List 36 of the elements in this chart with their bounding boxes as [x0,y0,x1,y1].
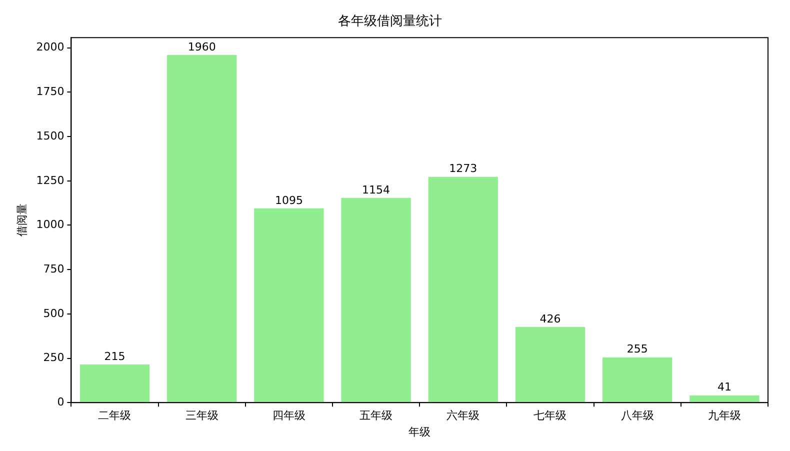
y-tick-label: 1000 [36,218,64,232]
x-tick-label: 八年级 [620,409,654,422]
y-tick-label: 500 [43,306,64,320]
x-tick-label: 四年级 [272,409,306,422]
y-tick-label: 2000 [36,40,64,54]
x-axis-title: 年级 [408,425,431,438]
bar [341,198,411,402]
x-tick-label: 七年级 [534,409,567,422]
data-label: 215 [104,350,126,363]
y-tick-label: 1250 [36,174,64,187]
bar [428,176,498,402]
x-tick-label: 三年级 [185,409,218,422]
y-axis-title: 借阅量 [15,204,28,237]
data-label: 255 [626,342,648,356]
data-label: 1095 [274,194,303,207]
bar [690,395,760,402]
x-tick-label: 六年级 [446,409,480,422]
chart-title: 各年级借阅量统计 [338,14,442,30]
y-tick-label: 250 [43,351,64,364]
data-label: 426 [540,312,561,326]
x-tick-label: 五年级 [360,409,393,422]
bar [602,357,672,402]
bar [80,364,150,402]
y-tick-label: 1750 [36,85,64,98]
data-label: 1273 [449,162,478,176]
bar [254,208,324,402]
x-tick-label: 九年级 [708,409,741,422]
data-label: 1960 [188,40,216,54]
x-tick-label: 二年级 [98,409,132,422]
y-tick-label: 1500 [36,129,64,142]
data-label: 1154 [362,183,390,196]
y-tick-label: 750 [43,262,64,276]
bar [515,327,586,402]
y-tick-label: 0 [57,395,64,408]
bar [167,54,237,402]
data-label: 41 [717,380,732,394]
